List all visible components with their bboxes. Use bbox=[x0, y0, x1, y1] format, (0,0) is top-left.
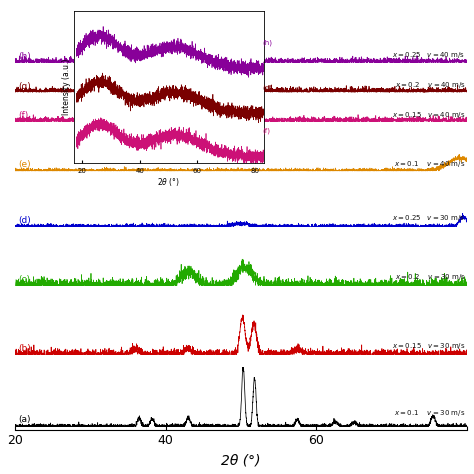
X-axis label: 2θ (°): 2θ (°) bbox=[221, 453, 261, 467]
Text: (a): (a) bbox=[18, 415, 30, 424]
Text: $x = 0.1$    $v = 40$ m/s: $x = 0.1$ $v = 40$ m/s bbox=[394, 159, 465, 169]
Text: $x = 0.15$   $v = 40$ m/s: $x = 0.15$ $v = 40$ m/s bbox=[392, 109, 465, 119]
Text: $x = 0.2$    $v = 40$ m/s: $x = 0.2$ $v = 40$ m/s bbox=[395, 80, 465, 90]
Text: $x = 0.1$    $v = 30$ m/s: $x = 0.1$ $v = 30$ m/s bbox=[394, 409, 465, 419]
Text: (e): (e) bbox=[18, 161, 30, 170]
Text: $x = 0.25$   $v = 40$ m/s: $x = 0.25$ $v = 40$ m/s bbox=[392, 50, 465, 60]
Text: $x = 0.2$    $v = 30$ m/s: $x = 0.2$ $v = 30$ m/s bbox=[395, 272, 465, 282]
Text: (f): (f) bbox=[18, 111, 28, 120]
Text: (b): (b) bbox=[18, 344, 31, 353]
Text: (d): (d) bbox=[18, 216, 31, 225]
Text: (h): (h) bbox=[18, 52, 31, 61]
Text: (c): (c) bbox=[18, 275, 30, 284]
Text: $x = 0.25$   $v = 30$ m/s: $x = 0.25$ $v = 30$ m/s bbox=[392, 213, 465, 223]
Text: (g): (g) bbox=[18, 82, 31, 91]
Text: $x = 0.15$   $v = 30$ m/s: $x = 0.15$ $v = 30$ m/s bbox=[392, 341, 465, 351]
